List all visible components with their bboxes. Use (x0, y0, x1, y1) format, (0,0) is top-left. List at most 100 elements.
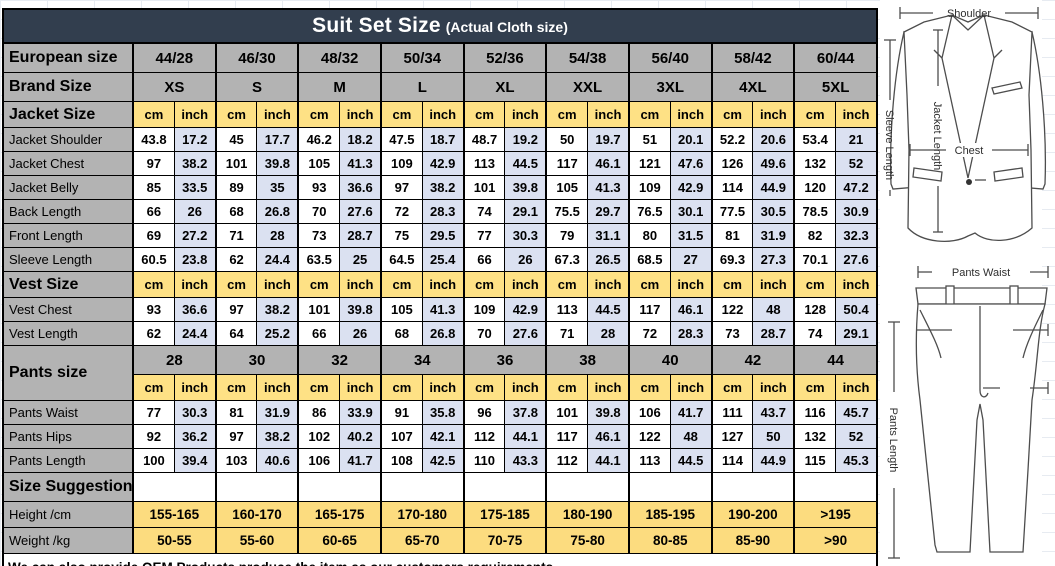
inch-value-cell: 50 (752, 424, 795, 449)
unit-inch-cell: inch (587, 101, 630, 128)
inch-value-cell: 30.1 (669, 199, 713, 224)
inch-value-cell: 31.1 (587, 223, 630, 248)
row-label-european-size: European size (2, 42, 134, 73)
cm-value-cell: 43.8 (131, 127, 175, 152)
size-header-cell: 46/30 (214, 42, 299, 73)
inch-value-cell: 33.5 (173, 175, 217, 200)
range-value-cell: 165-175 (297, 501, 382, 528)
cm-value-cell: 127 (710, 424, 754, 449)
measurement-diagram: Shoulder Chest Jacket Length Sleeve Leng… (880, 0, 1055, 566)
cm-value-cell: 113 (462, 151, 506, 176)
inch-value-cell: 39.8 (256, 151, 299, 176)
cm-value-cell: 47.5 (379, 127, 423, 152)
range-value-cell: >195 (793, 501, 878, 528)
inch-value-cell: 40.2 (339, 424, 382, 449)
unit-inch-cell: inch (421, 271, 465, 298)
table-row: Pants Length 100 39.4 103 40.6 106 41.7 108 42.5… (2, 448, 878, 473)
range-value-cell: 160-170 (214, 501, 299, 528)
table-row: Pants size 28 30 32 34 36 38 40 42 44 (2, 345, 878, 401)
unit-inch-cell: inch (339, 101, 382, 128)
table-row: Jacket Size cm inch cm inch cm inch cm inch cm inc… (2, 101, 878, 128)
inch-value-cell: 46.1 (587, 424, 630, 449)
inch-value-cell: 29.7 (587, 199, 630, 224)
table-row: Size Suggestion (2, 472, 878, 502)
inch-value-cell: 19.2 (504, 127, 547, 152)
range-value-cell: 55-60 (214, 527, 299, 554)
cm-value-cell: 79 (545, 223, 589, 248)
oem-note: We can also provide OEM Products,produce… (2, 553, 878, 566)
chart-title-bar: Suit Set Size (Actual Cloth size) (2, 8, 878, 42)
cm-value-cell: 72 (379, 199, 423, 224)
unit-cm-cell: cm (131, 101, 175, 128)
cm-value-cell: 112 (545, 448, 589, 473)
inch-value-cell: 30.3 (504, 223, 547, 248)
row-label-jacket-belly: Jacket Belly (2, 175, 134, 200)
cm-value-cell: 97 (214, 424, 258, 449)
empty-cell (379, 472, 465, 502)
row-label-pants-size: Pants size (2, 345, 134, 401)
cm-value-cell: 73 (710, 321, 754, 346)
inch-value-cell: 24.4 (256, 247, 299, 272)
cm-value-cell: 97 (379, 175, 423, 200)
sleeve-length-label: Sleeve Length (883, 110, 895, 180)
unit-cm-cell: cm (214, 271, 258, 298)
size-header-cell: 50/34 (379, 42, 465, 73)
cm-value-cell: 77.5 (710, 199, 754, 224)
inch-value-cell: 43.7 (752, 400, 795, 425)
size-header-cell: 42 (710, 345, 795, 375)
range-value-cell: 170-180 (379, 501, 465, 528)
inch-value-cell: 31.9 (752, 223, 795, 248)
inch-value-cell: 37.8 (504, 400, 547, 425)
unit-inch-cell: inch (587, 271, 630, 298)
cm-value-cell: 64.5 (379, 247, 423, 272)
table-row: Jacket Belly 85 33.5 89 35 93 36.6 97 38.2 101 39.… (2, 175, 878, 200)
unit-inch-cell: inch (504, 271, 547, 298)
empty-cell (462, 472, 547, 502)
inch-value-cell: 46.1 (587, 151, 630, 176)
size-header-cell: 52/36 (462, 42, 547, 73)
pants-waist-label: Pants Waist (952, 267, 1010, 279)
inch-value-cell: 42.9 (504, 297, 547, 322)
inch-value-cell: 19.7 (587, 127, 630, 152)
unit-cm-cell: cm (627, 101, 671, 128)
cm-value-cell: 66 (131, 199, 175, 224)
cm-value-cell: 48.7 (462, 127, 506, 152)
pants-drawing (888, 266, 1049, 559)
cm-value-cell: 71 (214, 223, 258, 248)
cm-value-cell: 66 (297, 321, 341, 346)
cm-value-cell: 93 (131, 297, 175, 322)
cm-value-cell: 117 (545, 424, 589, 449)
unit-inch-cell: inch (421, 101, 465, 128)
inch-value-cell: 42.1 (421, 424, 465, 449)
cm-value-cell: 108 (379, 448, 423, 473)
inch-value-cell: 45.3 (835, 448, 878, 473)
inch-value-cell: 38.2 (173, 151, 217, 176)
unit-cm-cell: cm (131, 374, 175, 401)
row-label-size-suggestion: Size Suggestion (2, 472, 134, 502)
inch-value-cell: 38.2 (421, 175, 465, 200)
cm-value-cell: 105 (545, 175, 589, 200)
size-header-cell: S (214, 72, 299, 102)
inch-value-cell: 26.8 (256, 199, 299, 224)
row-label-vest-size: Vest Size (2, 271, 134, 298)
cm-value-cell: 52.2 (710, 127, 754, 152)
inch-value-cell: 28.3 (669, 321, 713, 346)
cm-value-cell: 110 (462, 448, 506, 473)
inch-value-cell: 27 (669, 247, 713, 272)
cm-value-cell: 101 (214, 151, 258, 176)
inch-value-cell: 39.8 (587, 400, 630, 425)
row-label-height-cm: Height /cm (2, 501, 134, 528)
cm-value-cell: 73 (297, 223, 341, 248)
cm-value-cell: 115 (793, 448, 837, 473)
inch-value-cell: 52 (835, 151, 878, 176)
inch-value-cell: 35 (256, 175, 299, 200)
cm-value-cell: 97 (214, 297, 258, 322)
unit-inch-cell: inch (752, 374, 795, 401)
size-header-cell: XXL (545, 72, 630, 102)
unit-inch-cell: inch (752, 271, 795, 298)
range-value-cell: 85-90 (710, 527, 795, 554)
row-label-back-length: Back Length (2, 199, 134, 224)
inch-value-cell: 48 (669, 424, 713, 449)
unit-cm-cell: cm (462, 101, 506, 128)
inch-value-cell: 41.3 (421, 297, 465, 322)
